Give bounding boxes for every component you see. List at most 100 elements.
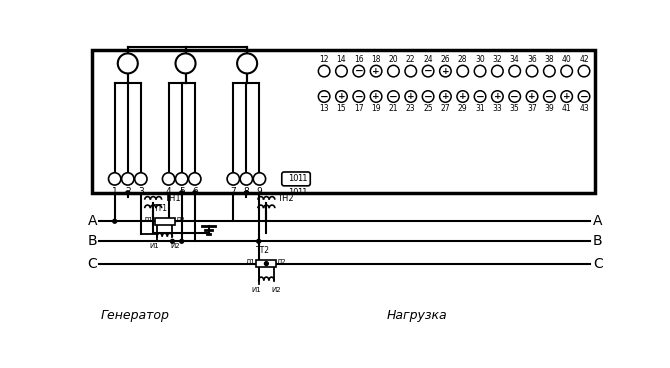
Text: 26: 26 xyxy=(441,55,450,64)
Text: 9: 9 xyxy=(257,187,263,197)
Circle shape xyxy=(180,191,184,195)
FancyBboxPatch shape xyxy=(92,50,595,193)
Text: 34: 34 xyxy=(510,55,519,64)
Text: 16: 16 xyxy=(354,55,364,64)
Text: −: − xyxy=(423,92,432,102)
Text: 36: 36 xyxy=(527,55,537,64)
Circle shape xyxy=(245,191,249,195)
Circle shape xyxy=(371,66,382,77)
Circle shape xyxy=(578,66,590,77)
Text: 25: 25 xyxy=(423,104,433,113)
Text: 2: 2 xyxy=(125,187,131,197)
Circle shape xyxy=(118,53,138,74)
Text: 8: 8 xyxy=(243,187,249,197)
Text: 41: 41 xyxy=(562,104,572,113)
Text: 40: 40 xyxy=(562,55,572,64)
Text: 33: 33 xyxy=(492,104,502,113)
Circle shape xyxy=(526,66,538,77)
Text: 39: 39 xyxy=(545,104,554,113)
Text: 31: 31 xyxy=(475,104,485,113)
Bar xyxy=(257,260,277,267)
Bar xyxy=(155,218,175,225)
Text: +: + xyxy=(373,67,380,75)
Text: 38: 38 xyxy=(545,55,554,64)
Circle shape xyxy=(180,239,184,243)
Circle shape xyxy=(457,91,468,102)
Text: −: − xyxy=(354,66,363,76)
Text: B: B xyxy=(87,234,97,248)
Circle shape xyxy=(422,66,434,77)
Text: −: − xyxy=(354,92,363,102)
Circle shape xyxy=(457,66,468,77)
Circle shape xyxy=(526,91,538,102)
Circle shape xyxy=(257,239,261,243)
Text: +: + xyxy=(338,92,345,101)
Text: −: − xyxy=(580,92,588,102)
Circle shape xyxy=(253,173,265,185)
Circle shape xyxy=(126,191,130,195)
Text: 24: 24 xyxy=(423,55,433,64)
Text: 17: 17 xyxy=(354,104,364,113)
Circle shape xyxy=(405,66,417,77)
Circle shape xyxy=(109,173,121,185)
Circle shape xyxy=(135,173,147,185)
Text: +: + xyxy=(442,92,449,101)
Circle shape xyxy=(578,91,590,102)
Circle shape xyxy=(176,53,196,74)
FancyBboxPatch shape xyxy=(282,172,310,186)
Text: 32: 32 xyxy=(492,55,502,64)
Text: Л1: Л1 xyxy=(246,259,255,265)
Text: 21: 21 xyxy=(389,104,398,113)
Text: 28: 28 xyxy=(458,55,468,64)
Text: 19: 19 xyxy=(371,104,381,113)
Circle shape xyxy=(336,91,347,102)
Circle shape xyxy=(122,173,134,185)
Text: 10: 10 xyxy=(289,188,299,197)
Text: 30: 30 xyxy=(475,55,485,64)
Text: −: − xyxy=(476,92,484,102)
Text: −: − xyxy=(389,92,398,102)
Text: И2: И2 xyxy=(271,287,281,293)
Text: 13: 13 xyxy=(320,104,329,113)
Text: 14: 14 xyxy=(336,55,346,64)
Text: 22: 22 xyxy=(406,55,415,64)
Circle shape xyxy=(237,53,257,74)
Text: 18: 18 xyxy=(371,55,381,64)
Text: 4: 4 xyxy=(165,187,172,197)
Text: Нагрузка: Нагрузка xyxy=(386,309,447,322)
Text: 42: 42 xyxy=(579,55,589,64)
Circle shape xyxy=(193,191,197,195)
Circle shape xyxy=(543,91,555,102)
Circle shape xyxy=(543,66,555,77)
Circle shape xyxy=(318,91,330,102)
Circle shape xyxy=(318,66,330,77)
Circle shape xyxy=(176,173,188,185)
Circle shape xyxy=(492,66,503,77)
Text: +: + xyxy=(494,92,501,101)
Circle shape xyxy=(422,91,434,102)
Text: −: − xyxy=(545,92,553,102)
Text: 43: 43 xyxy=(579,104,589,113)
Text: 20: 20 xyxy=(389,55,398,64)
Circle shape xyxy=(336,66,347,77)
Circle shape xyxy=(509,91,521,102)
Text: 35: 35 xyxy=(510,104,519,113)
Text: +: + xyxy=(459,92,466,101)
Circle shape xyxy=(353,66,364,77)
Text: 3: 3 xyxy=(138,187,144,197)
Circle shape xyxy=(561,66,572,77)
Text: 12: 12 xyxy=(320,55,329,64)
Text: +: + xyxy=(407,92,415,101)
Text: ТТ2: ТТ2 xyxy=(255,246,269,255)
Circle shape xyxy=(440,66,451,77)
Text: C: C xyxy=(593,256,602,270)
Text: C: C xyxy=(87,256,97,270)
Circle shape xyxy=(189,173,201,185)
Text: −: − xyxy=(511,92,519,102)
Text: −: − xyxy=(320,92,328,102)
Text: B: B xyxy=(593,234,602,248)
Circle shape xyxy=(162,173,175,185)
Text: +: + xyxy=(442,67,449,75)
Text: A: A xyxy=(593,214,602,228)
Text: 37: 37 xyxy=(527,104,537,113)
